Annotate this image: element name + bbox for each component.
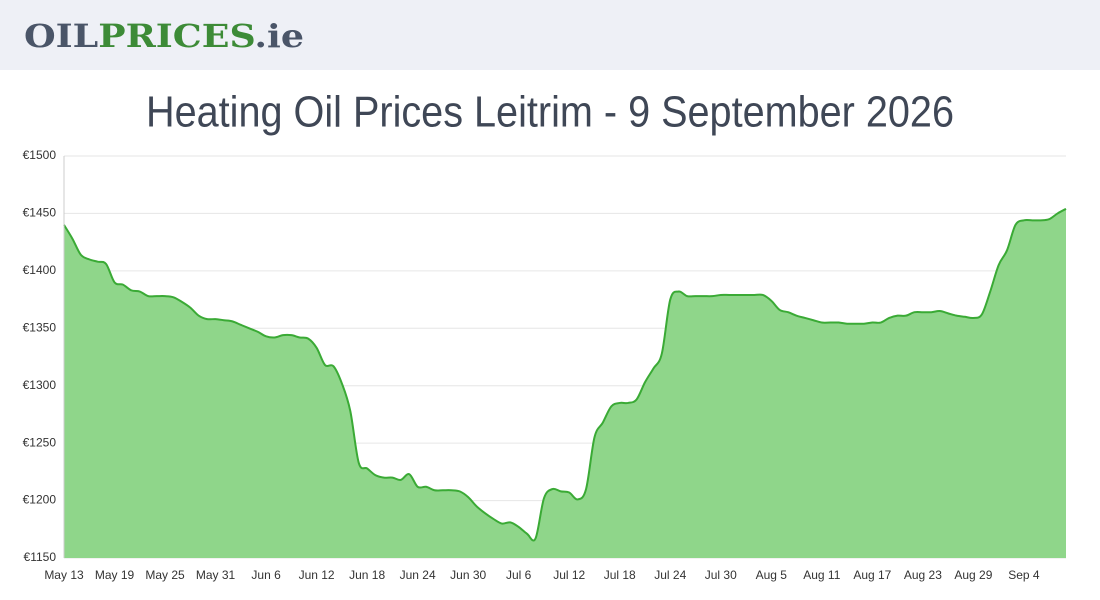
logo-part: PRICES	[98, 17, 254, 55]
chart-title: Heating Oil Prices Leitrim - 9 September…	[146, 88, 954, 137]
x-tick-label: Jun 18	[349, 568, 385, 582]
x-tick-label: Jul 30	[705, 568, 737, 582]
y-tick-label: €1300	[23, 378, 57, 392]
y-tick-label: €1250	[23, 435, 57, 449]
x-tick-label: Jun 6	[251, 568, 281, 582]
x-tick-label: Aug 23	[904, 568, 942, 582]
header-bar	[0, 0, 1100, 70]
x-tick-label: Jul 6	[506, 568, 532, 582]
x-tick-label: May 19	[95, 568, 135, 582]
x-tick-label: Aug 17	[853, 568, 891, 582]
logo-part: .ie	[254, 17, 304, 55]
y-tick-label: €1150	[24, 550, 57, 564]
line	[63, 207, 1067, 542]
x-tick-label: Aug 5	[756, 568, 788, 582]
y-tick-label: €1450	[23, 206, 57, 220]
x-tick-label: Jun 30	[450, 568, 486, 582]
y-tick-label: €1500	[23, 148, 57, 162]
logo[interactable]: OIL PRICES .ie	[24, 17, 304, 55]
y-tick-label: €1400	[23, 263, 57, 277]
area-fill	[64, 208, 1066, 558]
x-tick-label: Jul 12	[553, 568, 585, 582]
x-tick-label: Jul 24	[654, 568, 686, 582]
x-tick-label: Aug 11	[803, 568, 840, 582]
x-tick-label: Jul 18	[604, 568, 636, 582]
x-tick-label: May 13	[44, 568, 84, 582]
x-tick-label: Sep 4	[1008, 568, 1040, 582]
x-tick-label: May 31	[196, 568, 236, 582]
x-tick-label: Jun 12	[299, 568, 335, 582]
x-tick-label: Jun 24	[400, 568, 436, 582]
x-tick-label: May 25	[145, 568, 185, 582]
logo-part: OIL	[24, 17, 98, 55]
y-tick-label: €1350	[23, 320, 57, 334]
x-tick-label: Aug 29	[954, 568, 992, 582]
y-tick-label: €1200	[23, 493, 57, 507]
